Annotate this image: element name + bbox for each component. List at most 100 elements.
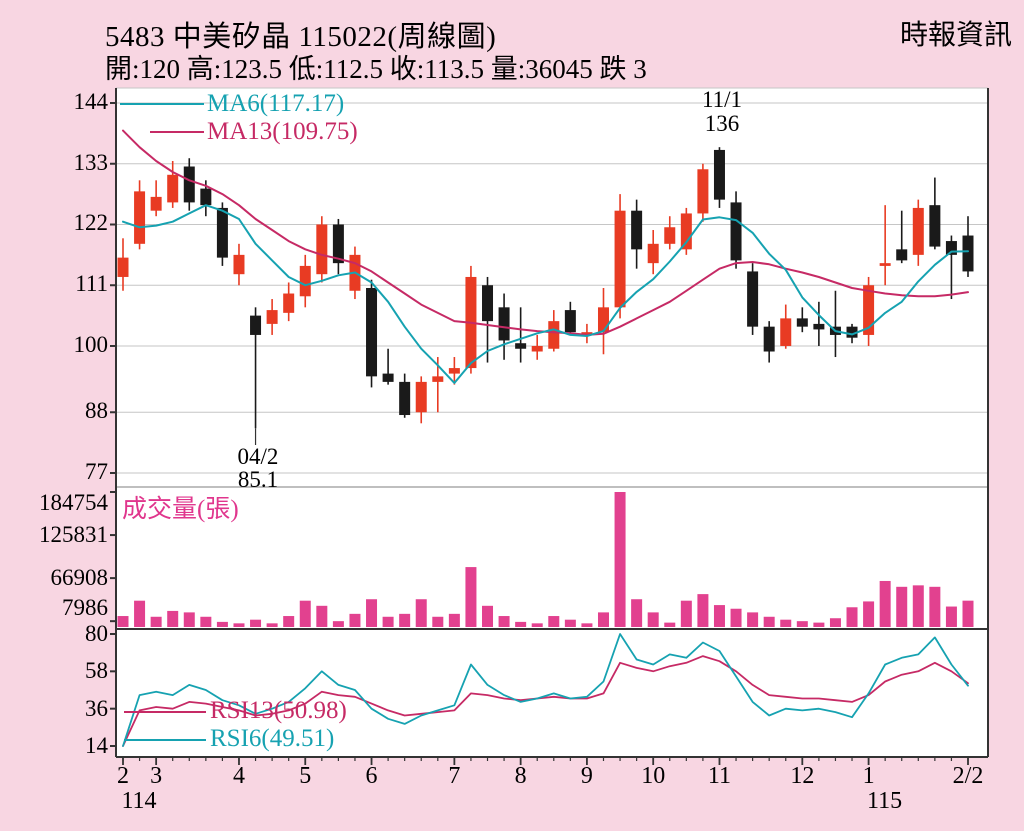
- candle-up: [150, 196, 162, 211]
- volume-bar: [697, 594, 709, 627]
- volume-bar: [415, 599, 427, 627]
- volume-bar: [332, 621, 344, 627]
- volume-bar: [548, 616, 560, 627]
- candle-up: [432, 376, 444, 382]
- candle-up: [316, 224, 328, 275]
- volume-bar: [780, 619, 792, 627]
- rsi6-line: [122, 633, 969, 747]
- volume-bar: [879, 580, 891, 627]
- candle-down: [200, 188, 212, 206]
- candle-up: [299, 265, 311, 297]
- candle-down: [498, 307, 510, 341]
- candle-down: [631, 210, 643, 250]
- volume-bar: [515, 621, 527, 627]
- rsi-tick-label: 58: [85, 658, 108, 684]
- price-tick-label: 111: [75, 271, 108, 297]
- volume-bar: [929, 586, 941, 627]
- month-label: 2: [117, 763, 129, 789]
- volume-bar: [448, 613, 460, 627]
- candle-up: [134, 191, 146, 244]
- volume-bar: [747, 612, 759, 627]
- candle-down: [713, 149, 725, 200]
- volume-bar: [498, 616, 510, 627]
- candle-up: [680, 213, 692, 250]
- price-tick-label: 100: [73, 331, 109, 357]
- volume-bar: [266, 623, 278, 627]
- volume-bar: [813, 622, 825, 627]
- candle-down: [896, 249, 908, 261]
- volume-bar: [846, 607, 858, 627]
- candle-up: [647, 243, 659, 264]
- candle-down: [747, 271, 759, 327]
- candle-down: [763, 326, 775, 352]
- rsi13-legend-line: [124, 711, 206, 713]
- volume-bar: [912, 585, 924, 627]
- candle-up: [664, 227, 676, 244]
- volume-bar: [564, 619, 576, 627]
- volume-bar: [829, 618, 841, 627]
- month-label: 8: [514, 763, 527, 789]
- month-label: 6: [365, 763, 378, 789]
- volume-bar: [581, 623, 593, 627]
- candle-down: [216, 207, 228, 258]
- volume-bar: [531, 623, 543, 627]
- candle-up: [283, 293, 295, 313]
- volume-panel-bg: [116, 487, 988, 628]
- month-label: 3: [150, 763, 163, 789]
- candle-down: [382, 373, 394, 382]
- volume-panel-label: 成交量(張): [122, 496, 239, 523]
- candle-down: [945, 241, 957, 255]
- volume-bar: [167, 610, 179, 627]
- candle-up: [117, 257, 129, 277]
- volume-tick-label: 66908: [50, 565, 109, 590]
- volume-bar: [680, 600, 692, 627]
- month-label: 9: [580, 763, 593, 789]
- price-tick-label: 144: [73, 89, 109, 114]
- high-annotation-value: 136: [704, 111, 740, 136]
- volume-bar: [863, 601, 875, 627]
- month-label: 1: [862, 763, 875, 789]
- rsi6-legend-line: [124, 739, 206, 741]
- candle-up: [912, 207, 924, 255]
- candle-up: [548, 321, 560, 349]
- volume-bar: [763, 616, 775, 627]
- volume-bar: [962, 600, 974, 627]
- candle-down: [730, 202, 742, 261]
- volume-bar: [796, 621, 808, 627]
- rsi-tick-label: 80: [85, 621, 108, 646]
- candle-up: [415, 381, 427, 413]
- volume-bar: [399, 613, 411, 627]
- volume-bar: [117, 616, 129, 627]
- volume-bar: [150, 616, 162, 627]
- volume-bar: [465, 567, 477, 627]
- ma13-legend-label: MA13(109.75): [207, 118, 358, 145]
- candle-up: [780, 318, 792, 346]
- volume-bar: [250, 619, 262, 627]
- candle-down: [846, 326, 858, 338]
- volume-bar: [730, 608, 742, 627]
- source-label: 時報資訊: [899, 20, 1012, 51]
- candle-down: [250, 315, 262, 335]
- month-label: 7: [448, 763, 461, 789]
- ma6-legend-label: MA6(117.17): [207, 90, 345, 117]
- candle-up: [167, 174, 179, 203]
- price-tick-label: 133: [73, 149, 109, 175]
- month-label: 5: [299, 763, 312, 789]
- volume-bar: [233, 623, 245, 627]
- year-label: 115: [867, 788, 903, 814]
- rsi13-line: [122, 655, 969, 747]
- price-tick-label: 77: [85, 459, 108, 484]
- volume-bar: [349, 613, 361, 627]
- candle-up: [581, 332, 593, 335]
- candle-down: [332, 224, 344, 264]
- month-label: 4: [232, 763, 245, 789]
- candle-down: [813, 323, 825, 330]
- candle-down: [796, 318, 808, 327]
- volume-bar: [664, 622, 676, 627]
- ma13-legend-line: [150, 131, 204, 133]
- candle-up: [448, 368, 460, 374]
- price-tick-label: 88: [85, 398, 108, 424]
- candle-up: [879, 263, 891, 266]
